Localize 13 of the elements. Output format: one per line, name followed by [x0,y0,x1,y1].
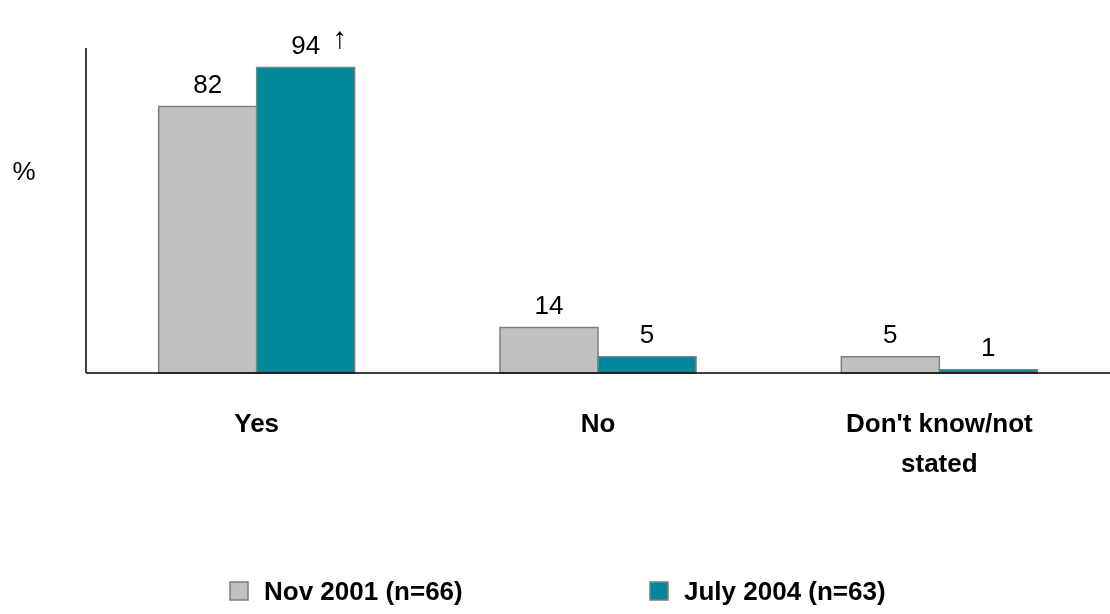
data-label: 1 [981,331,996,362]
annotation: ↑ [332,20,348,54]
legend-label: July 2004 (n=63) [684,576,886,606]
y-axis-title: % [12,156,36,186]
x-tick-label: No [580,408,616,438]
x-tick-label: Don't know/not stated [845,408,1034,478]
data-label: 5 [883,318,898,349]
data-label: 5 [639,318,655,349]
legend-label: Nov 2001 (n=66) [264,576,463,606]
x-tick-label: Yes [234,408,280,438]
data-label: 94 [291,29,321,60]
data-label: 82 [193,68,223,99]
data-label: 14 [534,289,564,320]
